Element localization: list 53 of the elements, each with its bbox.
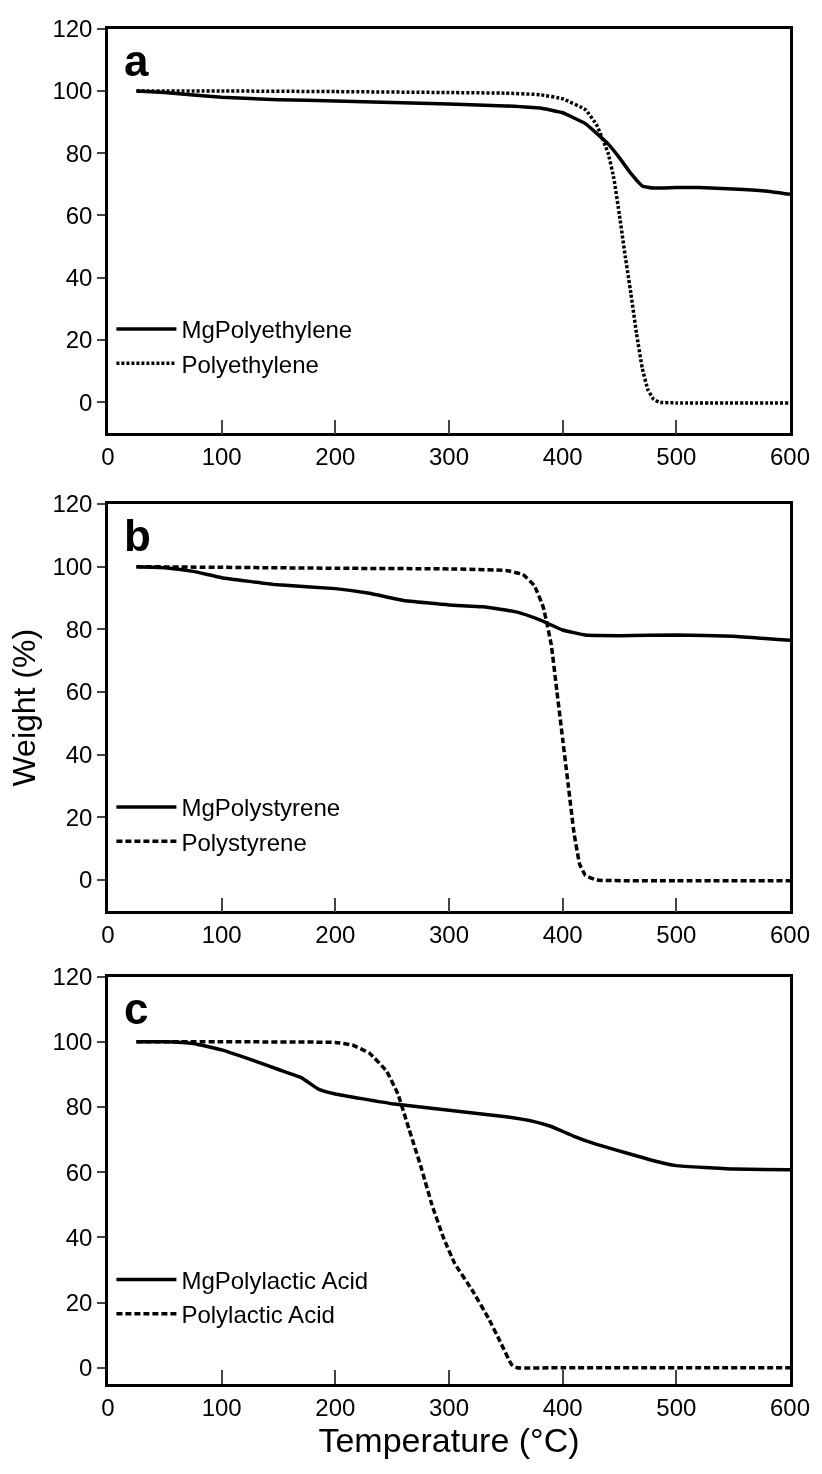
- y-tick-label: 80: [65, 615, 93, 643]
- x-tick-label: 600: [769, 920, 811, 948]
- y-tick-label: 100: [52, 1028, 93, 1056]
- legend-label: Polystyrene: [181, 828, 307, 856]
- y-tick-label: 100: [52, 77, 93, 105]
- y-tick-label: 40: [65, 264, 93, 292]
- x-tick-label: 200: [315, 442, 356, 470]
- x-tick-label: 300: [428, 1393, 470, 1421]
- y-tick-label: 40: [65, 741, 93, 769]
- legend-label: Polylactic Acid: [181, 1301, 335, 1329]
- y-tick-label: 0: [79, 388, 93, 416]
- y-tick-label: 80: [65, 1093, 93, 1121]
- x-tick-label: 400: [542, 920, 583, 948]
- x-tick-label: 0: [101, 920, 115, 948]
- y-tick-label: 60: [65, 678, 93, 706]
- y-tick-label: 100: [52, 553, 93, 581]
- y-tick-label: 120: [52, 963, 93, 990]
- legend-label: Polyethylene: [181, 350, 319, 378]
- x-tick-label: 200: [315, 1393, 356, 1421]
- x-tick-label: 600: [769, 1393, 811, 1421]
- legend-label: MgPolystyrene: [181, 794, 341, 822]
- legend-label: MgPolyethylene: [181, 316, 353, 344]
- y-tick-label: 20: [65, 326, 93, 354]
- x-tick-label: 500: [656, 442, 697, 470]
- x-tick-label: 0: [101, 442, 115, 470]
- y-tick-label: 120: [52, 15, 93, 43]
- annotation: c: [124, 984, 149, 1033]
- x-tick-label: 600: [769, 442, 811, 470]
- y-tick-label: 120: [52, 490, 93, 518]
- y-tick-label: 20: [65, 803, 93, 831]
- x-tick-label: 400: [542, 442, 583, 470]
- y-tick-label: 40: [65, 1223, 93, 1251]
- x-tick-label: 100: [201, 1393, 242, 1421]
- y-tick-label: 60: [65, 1158, 93, 1186]
- x-tick-label: 300: [428, 442, 470, 470]
- y-tick-label: 60: [65, 201, 93, 229]
- y-tick-label: 80: [65, 139, 93, 167]
- annotation: b: [124, 511, 151, 560]
- y-tick-label: 20: [65, 1288, 93, 1316]
- x-tick-label: 0: [101, 1393, 115, 1421]
- y-tick-label: 0: [79, 866, 93, 894]
- annotation: a: [124, 36, 149, 85]
- x-tick-label: 500: [656, 920, 697, 948]
- legend-label: MgPolylactic Acid: [181, 1266, 369, 1294]
- x-tick-label: 100: [201, 442, 242, 470]
- x-axis-title: Temperature (°C): [318, 1420, 580, 1459]
- y-axis-title: Weight (%): [5, 628, 42, 787]
- y-tick-label: 0: [79, 1354, 93, 1382]
- x-tick-label: 500: [656, 1393, 697, 1421]
- x-tick-label: 300: [428, 920, 470, 948]
- x-tick-label: 400: [542, 1393, 583, 1421]
- x-tick-label: 100: [201, 920, 242, 948]
- x-tick-label: 200: [315, 920, 356, 948]
